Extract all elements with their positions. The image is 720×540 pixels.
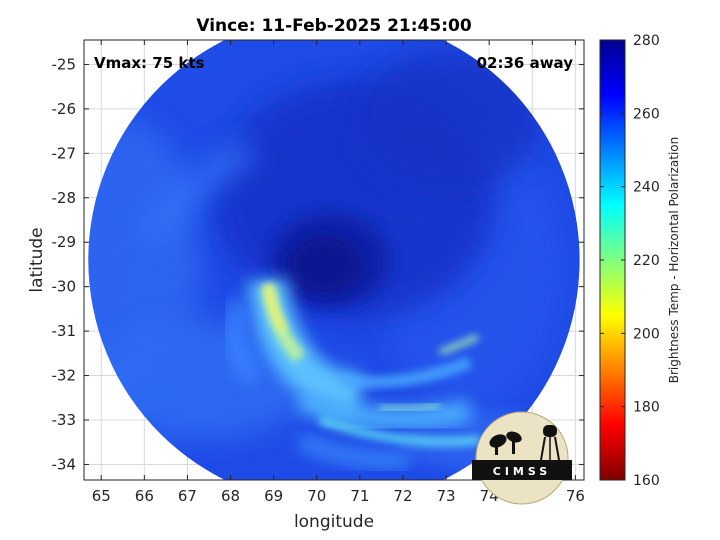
y-tick-label: -25 [52,55,77,73]
x-tick-label: 71 [350,487,369,505]
y-axis-ticks: -25 -26 -27 -28 -29 -30 -31 -32 -33 -34 [52,55,584,473]
colorbar-tick-label: 200 [633,326,660,342]
y-tick-label: -31 [52,322,77,340]
x-tick-label: 69 [264,487,283,505]
swath-texture [88,50,560,470]
x-tick-label: 73 [437,487,456,505]
x-axis-label: longitude [294,512,374,532]
colorbar-tick-label: 160 [633,473,660,489]
chart-title: Vince: 11-Feb-2025 21:45:00 [196,16,471,36]
time-away-annotation: 02:36 away [477,54,574,72]
x-tick-label: 68 [221,487,240,505]
x-tick-label: 70 [307,487,326,505]
plot-frame [83,39,585,481]
y-tick-label: -33 [52,411,77,429]
y-tick-label: -28 [52,189,77,207]
y-tick-label: -26 [52,100,77,118]
colorbar-tick-label: 180 [633,400,660,416]
colorbar-ticks: 160 180 200 220 240 260 280 [600,33,660,489]
y-tick-label: -30 [52,278,77,296]
colorbar-tick-label: 260 [633,106,660,122]
x-tick-label: 66 [135,487,154,505]
cimss-logo-text: CIMSS [493,465,551,478]
colorbar-tick-label: 220 [633,253,660,269]
x-tick-label: 72 [393,487,412,505]
colorbar-tick-label: 240 [633,180,660,196]
vmax-annotation: Vmax: 75 kts [94,54,204,72]
y-axis-label: latitude [27,227,47,292]
colorbar-tick-label: 280 [633,33,660,49]
cimss-logo: CIMSS [472,411,572,505]
x-tick-label: 67 [178,487,197,505]
x-tick-label: 65 [92,487,111,505]
swath-image [88,40,580,480]
x-tick-label: 76 [566,487,585,505]
y-tick-label: -34 [52,455,77,473]
y-tick-label: -29 [52,233,77,251]
y-tick-label: -27 [52,144,77,162]
y-tick-label: -32 [52,367,77,385]
colorbar-label: Brightness Temp - Horizontal Polarizatio… [667,137,681,384]
eye [287,235,363,295]
colorbar [599,39,626,481]
